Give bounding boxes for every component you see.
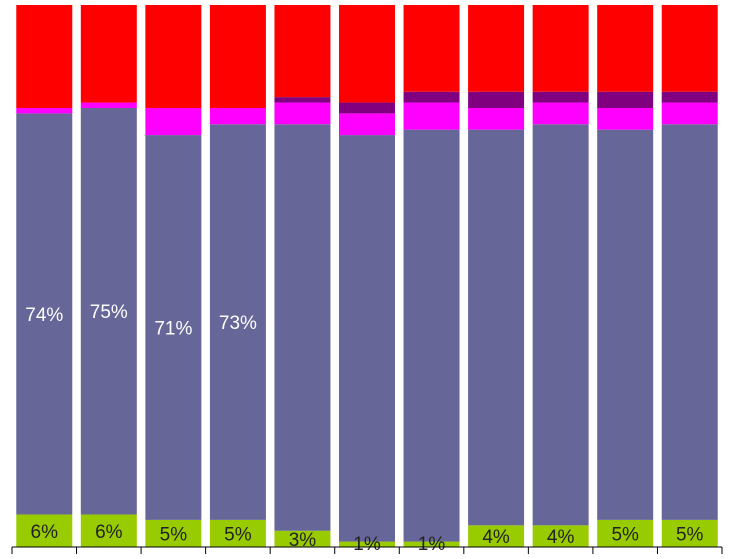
bar-segment [661, 124, 718, 520]
data-label: 1% [353, 534, 381, 555]
bar-segment [209, 519, 266, 547]
bar-segment [145, 5, 202, 108]
bar-segment [532, 124, 589, 526]
data-label: 6% [31, 522, 59, 543]
data-label: 6% [95, 522, 123, 543]
bar-segment [339, 541, 395, 547]
bar-segment [145, 135, 202, 520]
bar-segment [209, 124, 266, 520]
bar-segment [80, 107, 137, 515]
bar-segment [339, 5, 395, 103]
data-label: 5% [224, 524, 252, 545]
bar-segment [80, 514, 137, 547]
data-label: 5% [676, 524, 704, 545]
bar-segment [339, 102, 395, 114]
bar-segment [403, 91, 460, 103]
data-label: 3% [289, 530, 317, 551]
data-label: 4% [482, 527, 510, 548]
bar-segment [532, 91, 589, 103]
bar-segment [274, 5, 331, 98]
bar-segment [661, 519, 718, 547]
bar-segment [16, 514, 73, 547]
bar-segment [597, 91, 654, 108]
bar-segment [16, 5, 73, 108]
bar-segment [274, 97, 331, 103]
bar-segment [468, 91, 525, 108]
bar-segment [661, 102, 718, 125]
bar-segment [532, 102, 589, 125]
bar-segment [403, 129, 460, 542]
data-label: 1% [418, 534, 446, 555]
bar-segment [274, 102, 331, 125]
bar-segment [80, 102, 137, 108]
bar-segment [661, 5, 718, 92]
bar-segment [403, 541, 460, 547]
data-label: 75% [90, 302, 128, 323]
data-label: 5% [611, 524, 639, 545]
bar-segment [597, 129, 654, 520]
bar-segment [597, 5, 654, 92]
bar-segment [468, 525, 525, 547]
bar-segment [532, 525, 589, 547]
bar-segment [16, 113, 73, 515]
bar-segment [403, 102, 460, 130]
bar-segment [468, 129, 525, 526]
bar-segment [274, 124, 331, 531]
bar-segment [468, 5, 525, 92]
bar-segment [468, 107, 525, 130]
bar-segment [145, 519, 202, 547]
bar-segment [274, 530, 331, 547]
bar-segment [339, 113, 395, 136]
bar-segment [661, 91, 718, 103]
data-label: 74% [25, 305, 63, 326]
bar-segment [532, 5, 589, 92]
data-label: 71% [154, 319, 192, 340]
bar-segment [80, 5, 137, 103]
bar-segment [145, 107, 202, 136]
bar-segment [16, 107, 73, 114]
data-label: 73% [219, 313, 257, 334]
bar-segment [597, 107, 654, 130]
bar-segment [597, 519, 654, 547]
bar-segment [209, 107, 266, 125]
bar-segment [403, 5, 460, 92]
data-label: 5% [160, 524, 188, 545]
data-label: 4% [547, 527, 575, 548]
bar-segment [339, 135, 395, 542]
bar-segment [209, 5, 266, 108]
